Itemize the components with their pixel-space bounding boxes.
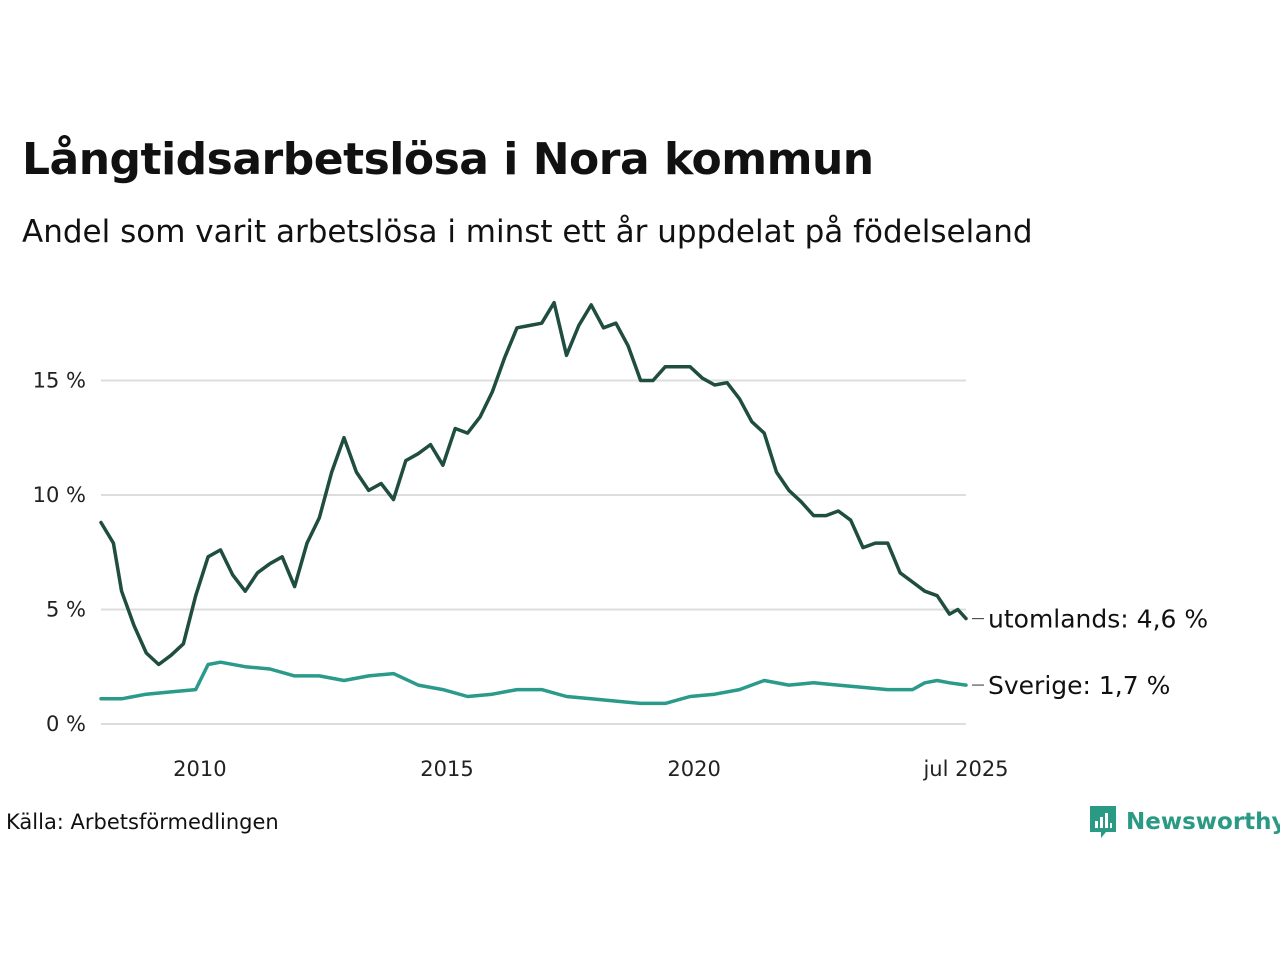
x-tick-label: 2020 [667, 757, 720, 781]
brand-logo[interactable]: Newsworthy [1088, 804, 1280, 840]
y-tick-label: 5 % [46, 597, 86, 621]
chart-subtitle: Andel som varit arbetslösa i minst ett å… [22, 214, 1033, 250]
chart-title: Långtidsarbetslösa i Nora kommun [22, 134, 874, 185]
series-line-sverige [99, 660, 968, 706]
x-tick-label: 2010 [173, 757, 226, 781]
series-line-utomlands [99, 300, 968, 667]
series-lines [99, 300, 968, 706]
series-end-label-utomlands: utomlands: 4,6 % [988, 605, 1208, 634]
y-tick-label: 10 % [33, 483, 86, 507]
x-tick-label: 2015 [420, 757, 473, 781]
y-axis-labels: 0 % 5 % 10 % 15 % [33, 368, 86, 736]
gridlines [101, 379, 966, 725]
series-end-labels: utomlands: 4,6 % Sverige: 1,7 % [972, 605, 1208, 700]
x-axis-labels: 2010 2015 2020 jul 2025 [173, 757, 1008, 781]
x-tick-label: jul 2025 [922, 757, 1008, 781]
y-tick-label: 0 % [46, 712, 86, 736]
newsworthy-logo-icon [1090, 806, 1116, 838]
series-end-label-sverige: Sverige: 1,7 % [988, 671, 1170, 700]
source-note: Källa: Arbetsförmedlingen [6, 810, 279, 834]
brand-name: Newsworthy [1126, 809, 1280, 835]
y-tick-label: 15 % [33, 368, 86, 392]
